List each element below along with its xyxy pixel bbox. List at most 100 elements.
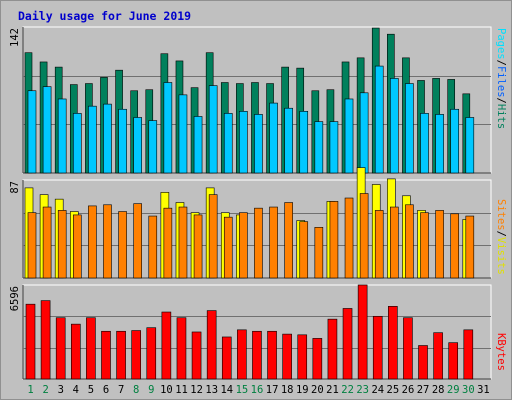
bar-kbytes-day-12 — [191, 331, 202, 380]
bar-sites-day-17 — [269, 206, 278, 279]
bar-sites-day-7 — [118, 211, 127, 279]
day-label-12: 12 — [190, 384, 203, 396]
bar-files-day-13 — [208, 85, 218, 174]
day-label-26: 26 — [402, 384, 415, 396]
bar-files-day-5 — [88, 105, 97, 174]
day-label-13: 13 — [205, 384, 218, 396]
bar-kbytes-day-26 — [403, 317, 413, 380]
bar-sites-day-19 — [299, 221, 309, 279]
day-label-30: 30 — [462, 384, 475, 396]
bar-files-day-3 — [57, 98, 67, 174]
bar-files-day-6 — [103, 103, 112, 174]
bar-files-day-25 — [390, 78, 399, 174]
bar-kbytes-day-20 — [312, 338, 323, 380]
bar-kbytes-day-8 — [131, 330, 141, 380]
bar-files-day-27 — [420, 113, 429, 174]
bar-sites-day-4 — [72, 214, 82, 279]
bar-sites-day-20 — [314, 227, 324, 279]
bar-files-day-18 — [284, 107, 293, 174]
legend-pages: Pages — [495, 28, 507, 60]
bar-files-day-8 — [133, 117, 142, 174]
bar-kbytes-day-4 — [70, 323, 81, 380]
bar-sites-day-5 — [88, 205, 97, 279]
bar-kbytes-day-22 — [342, 308, 353, 380]
day-label-31: 31 — [477, 384, 490, 396]
bar-sites-day-11 — [178, 206, 188, 279]
bar-files-day-22 — [344, 98, 354, 174]
bar-sites-day-23 — [359, 193, 369, 279]
day-label-2: 2 — [42, 384, 48, 396]
bar-sites-day-9 — [148, 215, 158, 279]
bar-sites-day-21 — [329, 201, 339, 279]
bar-sites-day-10 — [163, 207, 173, 279]
bar-files-day-20 — [314, 121, 324, 174]
bar-kbytes-day-24 — [372, 315, 383, 380]
bar-sites-day-18 — [284, 202, 293, 279]
bar-kbytes-day-27 — [418, 345, 428, 380]
y-max-hits: 142 — [9, 28, 21, 47]
legend-mid: Sites/Visits — [495, 199, 507, 275]
legend-files: Files — [495, 66, 507, 98]
legend-bottom: KBytes — [495, 333, 507, 371]
bar-kbytes-day-11 — [176, 317, 187, 380]
day-label-10: 10 — [160, 384, 173, 396]
bar-sites-day-16 — [254, 207, 263, 279]
bar-files-day-7 — [118, 108, 127, 174]
bar-sites-day-12 — [193, 214, 203, 279]
bar-sites-day-30 — [465, 215, 475, 279]
bar-kbytes-day-16 — [252, 330, 262, 380]
day-label-25: 25 — [387, 384, 400, 396]
legend-separator: / — [495, 60, 507, 66]
bar-sites-day-1 — [27, 212, 37, 279]
bar-files-day-11 — [178, 94, 188, 174]
y-max-visits: 87 — [9, 181, 21, 194]
bar-files-day-4 — [72, 113, 82, 174]
bar-files-day-24 — [374, 65, 384, 174]
day-label-1: 1 — [27, 384, 33, 396]
bar-kbytes-day-2 — [40, 300, 51, 380]
day-label-19: 19 — [296, 384, 309, 396]
day-label-17: 17 — [266, 384, 279, 396]
day-label-23: 23 — [356, 384, 369, 396]
bar-kbytes-day-18 — [282, 333, 292, 380]
bar-files-day-30 — [465, 117, 475, 174]
bar-kbytes-day-9 — [146, 327, 157, 380]
day-label-4: 4 — [73, 384, 79, 396]
day-label-21: 21 — [326, 384, 339, 396]
bar-sites-day-8 — [133, 203, 142, 279]
day-label-28: 28 — [432, 384, 445, 396]
bar-kbytes-day-14 — [221, 336, 232, 380]
legend-hits: Hits — [495, 104, 507, 129]
bar-kbytes-day-19 — [297, 334, 308, 380]
legend-separator: / — [495, 231, 507, 237]
bar-sites-day-3 — [57, 210, 67, 279]
legend-top: Pages/Files/Hits — [495, 28, 507, 129]
bar-sites-day-6 — [103, 204, 112, 279]
day-label-3: 3 — [58, 384, 64, 396]
day-label-29: 29 — [447, 384, 460, 396]
day-label-14: 14 — [220, 384, 233, 396]
day-label-16: 16 — [251, 384, 264, 396]
day-label-15: 15 — [236, 384, 249, 396]
bar-kbytes-day-13 — [206, 310, 217, 380]
day-label-27: 27 — [417, 384, 430, 396]
bar-sites-day-2 — [42, 206, 52, 279]
bar-kbytes-day-10 — [161, 311, 172, 380]
bar-files-day-28 — [435, 114, 444, 174]
chart-title: Daily usage for June 2019 — [18, 9, 192, 23]
bar-sites-day-22 — [344, 197, 354, 279]
bar-kbytes-day-7 — [116, 330, 126, 380]
bar-files-day-26 — [405, 83, 414, 174]
bar-kbytes-day-29 — [448, 342, 459, 380]
bar-kbytes-day-15 — [237, 329, 247, 380]
legend-separator: / — [495, 98, 507, 104]
bar-files-day-19 — [299, 111, 309, 174]
bar-files-day-1 — [27, 90, 37, 174]
bar-sites-day-24 — [374, 210, 384, 279]
bar-kbytes-day-30 — [463, 329, 474, 380]
day-label-24: 24 — [371, 384, 384, 396]
bar-files-day-2 — [42, 86, 52, 174]
bar-kbytes-day-21 — [327, 318, 338, 380]
bar-files-day-17 — [269, 102, 278, 174]
